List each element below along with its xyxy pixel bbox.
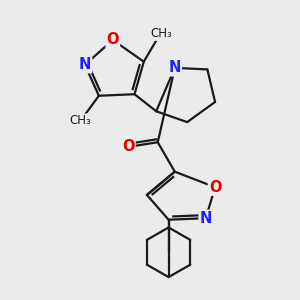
Text: O: O <box>106 32 119 47</box>
Text: N: N <box>169 60 181 75</box>
Text: O: O <box>122 140 135 154</box>
Text: N: N <box>200 211 212 226</box>
Text: CH₃: CH₃ <box>150 27 172 40</box>
Text: O: O <box>209 180 221 195</box>
Text: N: N <box>79 57 91 72</box>
Text: CH₃: CH₃ <box>69 114 91 127</box>
